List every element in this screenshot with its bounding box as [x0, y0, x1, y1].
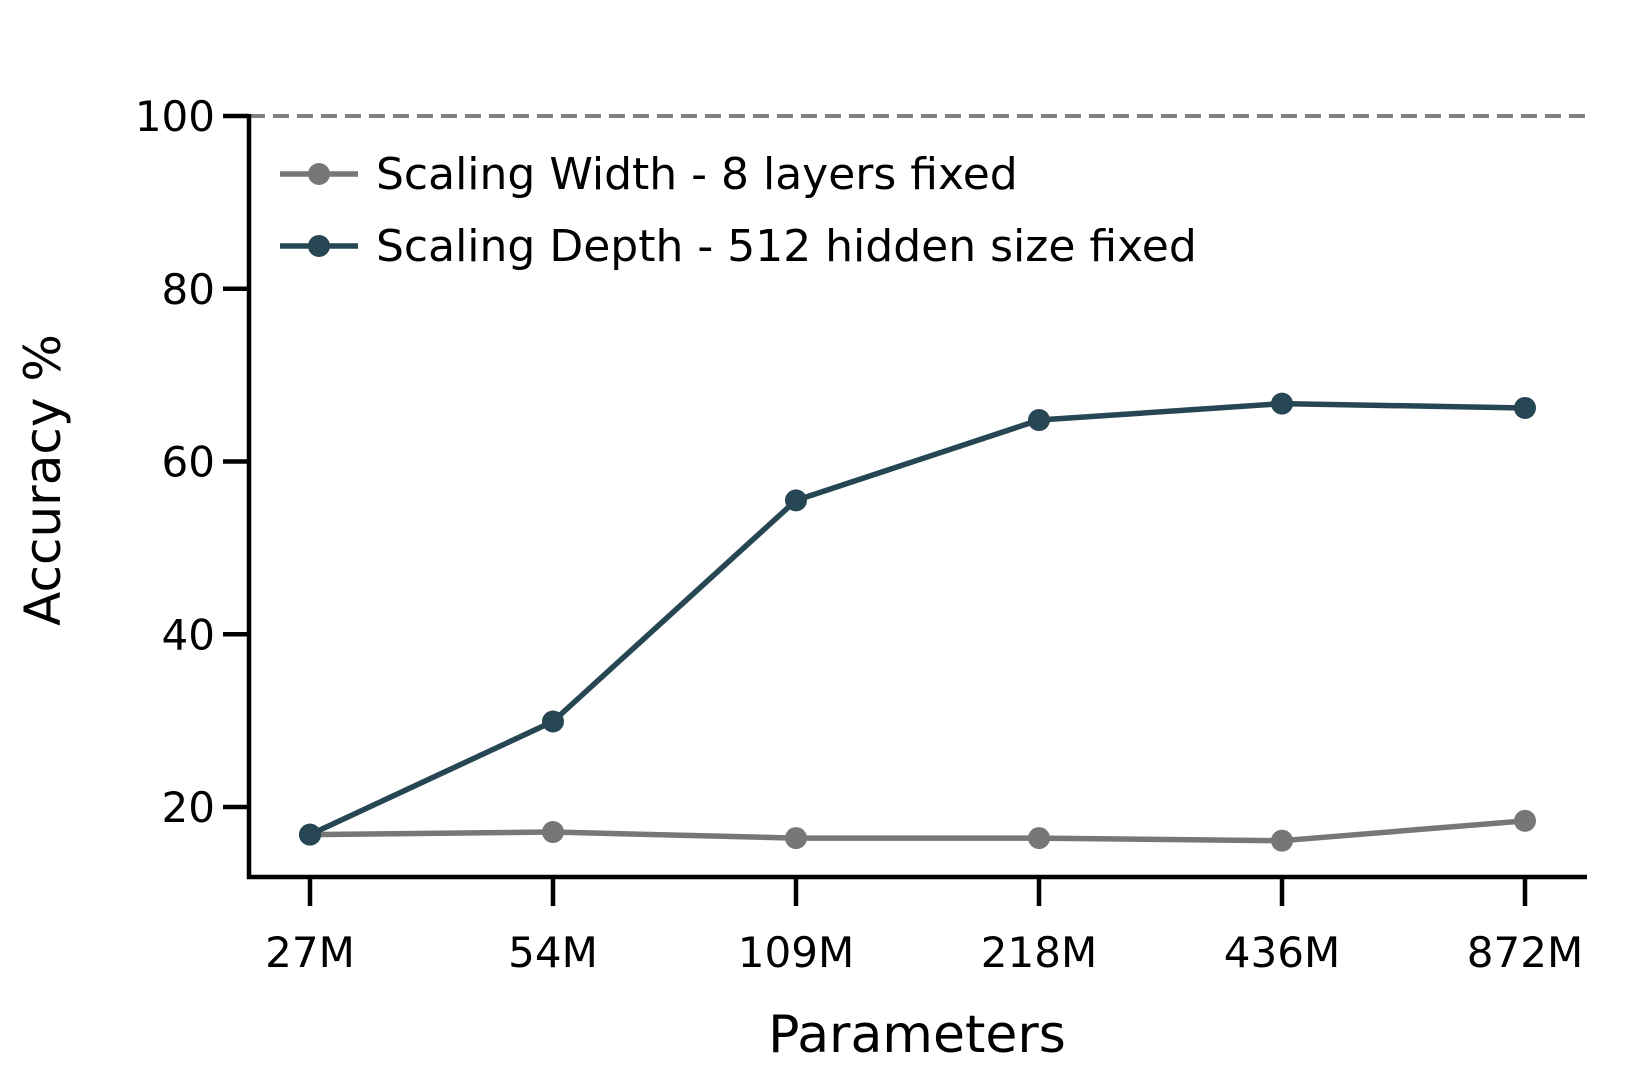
- series-group: [299, 392, 1536, 852]
- x-axis-label: Parameters: [768, 1005, 1066, 1065]
- legend: Scaling Width - 8 layers fixed Scaling De…: [280, 149, 1197, 272]
- x-tick-label: 436M: [1224, 928, 1340, 977]
- series-scaling-depth: [299, 392, 1536, 846]
- y-tick-label: 60: [162, 438, 215, 487]
- legend-marker: [308, 163, 330, 185]
- series-line: [308, 400, 1526, 838]
- data-point: [299, 823, 321, 846]
- x-tick-label: 109M: [738, 928, 854, 977]
- data-point: [785, 489, 807, 512]
- x-tick-label: 872M: [1467, 928, 1583, 977]
- y-tick-label: 40: [162, 610, 215, 659]
- data-point: [1028, 827, 1050, 850]
- legend-marker: [308, 235, 330, 257]
- y-tick-label: 80: [162, 265, 215, 314]
- series-scaling-width: [299, 809, 1536, 852]
- data-point: [1514, 396, 1536, 419]
- x-tick-label: 54M: [508, 928, 598, 977]
- ticks: 20 40 60 80 100 27M 54M 109M 218M 436M 872M: [135, 92, 1583, 977]
- legend-label: Scaling Depth - 512 hidden size fixed: [376, 221, 1197, 272]
- axes: [246, 114, 1587, 880]
- series-line: [309, 818, 1526, 844]
- x-tick-label: 218M: [981, 928, 1097, 977]
- data-point: [1271, 829, 1293, 852]
- y-tick-label: 20: [162, 783, 215, 832]
- y-tick-label: 100: [135, 92, 215, 141]
- data-point: [1028, 409, 1050, 432]
- data-point: [1271, 392, 1293, 415]
- data-point: [542, 710, 564, 733]
- data-point: [1514, 809, 1536, 832]
- y-axis-label: Accuracy %: [14, 334, 72, 626]
- data-point: [785, 827, 807, 850]
- legend-label: Scaling Width - 8 layers fixed: [376, 149, 1018, 200]
- x-tick-label: 27M: [265, 928, 355, 977]
- data-point: [542, 821, 564, 844]
